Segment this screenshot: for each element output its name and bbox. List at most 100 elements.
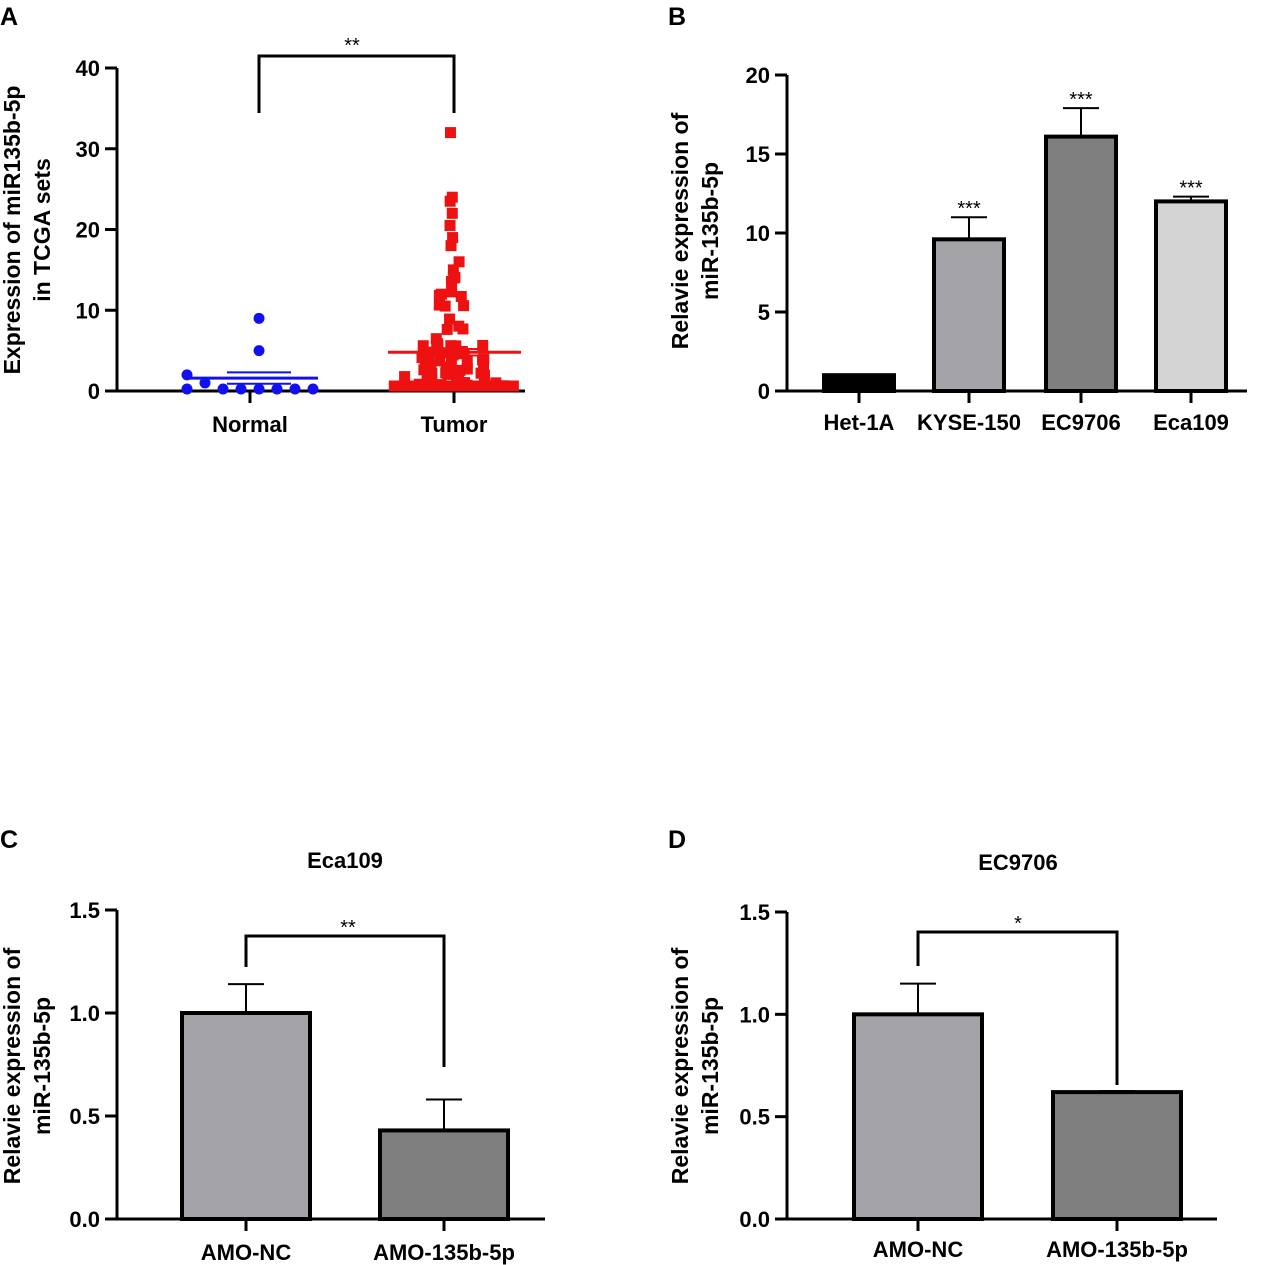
- data-point-tumor: [477, 339, 489, 351]
- x-tick-label: AMO-135b-5p: [1046, 1237, 1188, 1262]
- data-point-tumor: [439, 300, 451, 312]
- significance-marker: ***: [957, 198, 981, 220]
- significance-marker: *: [1014, 913, 1022, 935]
- data-point-normal: [181, 383, 193, 395]
- panel-b: B Relavie expression of miR-135b-5p 0 5 10…: [667, 3, 1247, 435]
- data-point-normal: [271, 383, 283, 395]
- data-point-tumor: [424, 360, 436, 372]
- y-tick-label: 1.0: [739, 1002, 770, 1027]
- significance-marker: ***: [1179, 178, 1203, 200]
- significance-marker: **: [340, 917, 356, 939]
- data-point-tumor: [478, 369, 490, 381]
- y-tick-label: 20: [746, 63, 770, 88]
- data-point-tumor: [445, 354, 457, 366]
- bar: [932, 237, 1006, 393]
- data-point-tumor: [444, 127, 456, 139]
- y-tick-label: 0.0: [739, 1207, 770, 1232]
- data-point-tumor: [441, 323, 453, 335]
- data-point-tumor: [458, 300, 470, 312]
- data-point-tumor: [453, 320, 465, 332]
- y-tick-label: 20: [76, 218, 100, 243]
- y-axis-label-line2: miR-135b-5p: [29, 997, 55, 1135]
- data-point-tumor: [444, 219, 456, 231]
- data-marks: [181, 127, 521, 395]
- y-tick-label: 0.5: [69, 1104, 100, 1129]
- significance-marker: ***: [1069, 89, 1093, 111]
- bar: [1154, 199, 1228, 393]
- data-point-tumor: [440, 361, 452, 373]
- y-axis-label-line2: in TCGA sets: [29, 158, 55, 302]
- y-tick-label: 1.0: [69, 1001, 100, 1026]
- data-point-tumor: [418, 364, 430, 376]
- data-point-tumor: [440, 367, 452, 379]
- data-point-normal: [289, 383, 301, 395]
- panel-label-c: C: [0, 826, 18, 854]
- data-point-tumor: [447, 232, 459, 244]
- data-point-tumor: [444, 313, 456, 325]
- data-point-tumor: [444, 195, 456, 207]
- y-axis-label-line1: Relavie expression of: [0, 947, 25, 1184]
- y-tick-label: 1.5: [739, 900, 770, 925]
- significance-bracket: [244, 934, 446, 1067]
- y-tick-label: 30: [76, 137, 100, 162]
- x-tick-label: Eca109: [1153, 410, 1229, 435]
- data-point-tumor: [405, 380, 417, 392]
- data-point-normal: [199, 377, 211, 389]
- panel-a: A Expression of miR135b-5p in TCGA sets …: [0, 3, 525, 437]
- y-axis-label-line2: miR-135b-5p: [697, 997, 723, 1135]
- significance-marker: **: [344, 35, 360, 57]
- data-point-tumor: [468, 380, 480, 392]
- bar: [1051, 1090, 1183, 1222]
- panel-c: C Eca109 Relavie expression of miR-135b-…: [0, 826, 545, 1265]
- y-tick-label: 0: [88, 379, 100, 404]
- data-point-tumor: [501, 380, 513, 392]
- data-point-tumor: [461, 356, 473, 368]
- data-point-tumor: [446, 380, 458, 392]
- data-point-tumor: [477, 360, 489, 372]
- data-point-normal: [217, 383, 229, 395]
- x-tick-label: Normal: [212, 412, 288, 437]
- data-point-tumor: [425, 368, 437, 380]
- panel-d: D EC9706 Relavie expression of miR-135b-…: [667, 826, 1217, 1262]
- panel-label-a: A: [0, 3, 18, 31]
- data-point-tumor: [445, 240, 457, 252]
- data-point-normal: [253, 312, 265, 324]
- data-point-normal: [253, 383, 265, 395]
- data-point-tumor: [398, 380, 410, 392]
- y-tick-label: 40: [76, 56, 100, 81]
- data-point-tumor: [462, 380, 474, 392]
- data-point-tumor: [454, 364, 466, 376]
- data-point-tumor: [399, 371, 411, 383]
- y-tick-label: 1.5: [69, 898, 100, 923]
- bar: [1044, 134, 1118, 393]
- data-point-tumor: [433, 299, 445, 311]
- data-point-tumor: [446, 286, 458, 298]
- x-tick-label: AMO-135b-5p: [373, 1240, 515, 1265]
- data-point-tumor: [430, 333, 442, 345]
- data-point-tumor: [419, 380, 431, 392]
- data-point-tumor: [417, 340, 429, 352]
- y-axis-label-line2: miR-135b-5p: [697, 162, 723, 300]
- panel-label-d: D: [668, 826, 686, 854]
- bar: [822, 373, 896, 394]
- y-axis-label-line1: Relavie expression of: [667, 112, 693, 349]
- bar: [852, 1012, 984, 1221]
- panel-label-b: B: [668, 3, 686, 31]
- x-tick-label: EC9706: [1041, 410, 1121, 435]
- data-point-tumor: [453, 256, 465, 268]
- data-point-tumor: [433, 289, 445, 301]
- y-axis-label-line1: Expression of miR135b-5p: [0, 86, 25, 375]
- data-point-tumor: [455, 290, 467, 302]
- chart-title: EC9706: [978, 850, 1058, 875]
- y-tick-label: 0.0: [69, 1207, 100, 1232]
- x-tick-label: KYSE-150: [917, 410, 1021, 435]
- y-tick-label: 10: [76, 298, 100, 323]
- chart-title: Eca109: [307, 848, 383, 873]
- data-point-tumor: [478, 380, 490, 392]
- y-tick-label: 5: [758, 300, 770, 325]
- data-marks: [852, 982, 1183, 1222]
- x-tick-label: AMO-NC: [201, 1240, 292, 1265]
- data-point-tumor: [446, 207, 458, 219]
- data-point-tumor: [490, 377, 502, 389]
